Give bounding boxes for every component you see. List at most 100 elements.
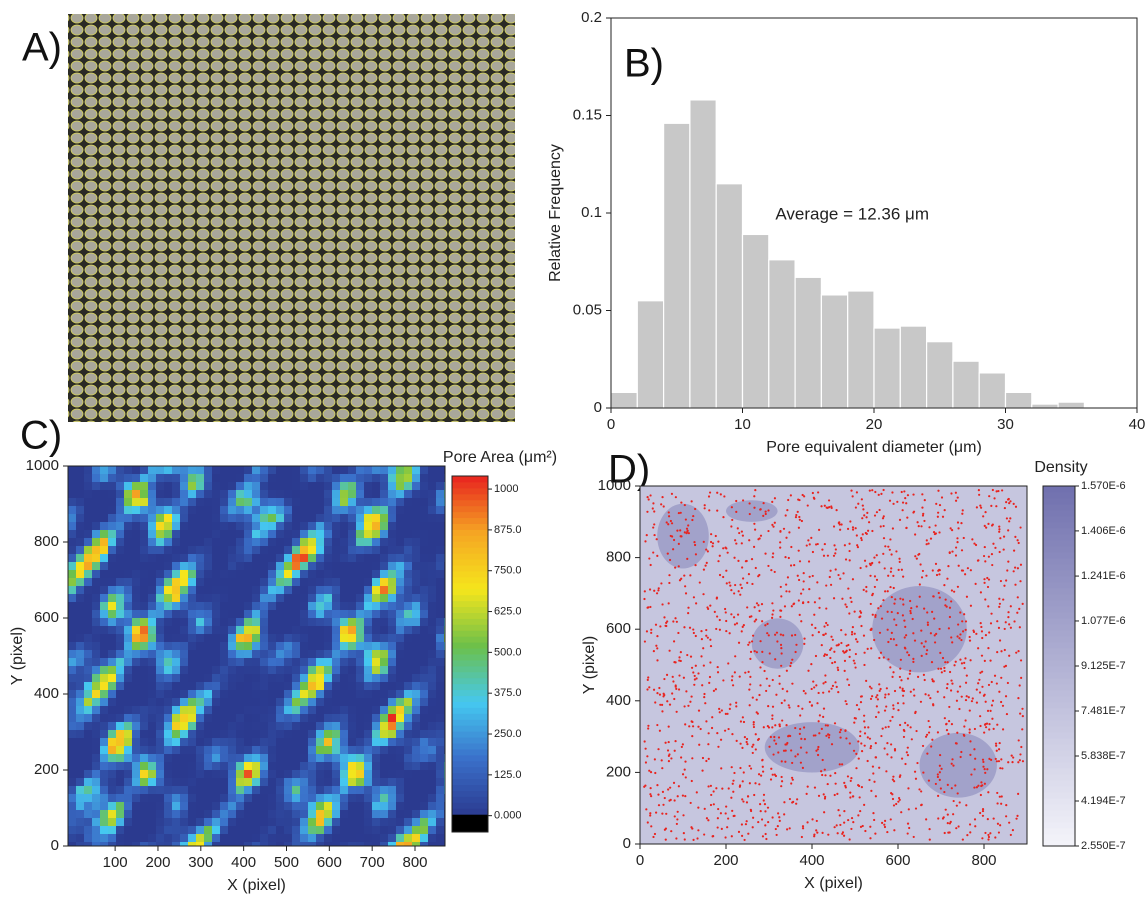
point	[1014, 584, 1016, 586]
point	[754, 529, 756, 531]
field-cell	[364, 522, 372, 530]
point	[783, 801, 785, 803]
field-cell	[372, 682, 380, 690]
field-cell	[396, 810, 404, 818]
point	[818, 631, 820, 633]
point	[996, 651, 998, 653]
point	[889, 666, 891, 668]
point	[899, 774, 901, 776]
point	[943, 584, 945, 586]
field-cell	[428, 770, 436, 778]
point	[963, 725, 965, 727]
point	[951, 723, 953, 725]
field-cell	[212, 578, 220, 586]
field-cell	[76, 586, 84, 594]
field-cell	[124, 738, 132, 746]
field-cell	[348, 626, 356, 634]
field-cell	[188, 682, 196, 690]
field-cell	[380, 682, 388, 690]
point	[749, 513, 751, 515]
point	[811, 624, 813, 626]
point	[903, 690, 905, 692]
point	[927, 542, 929, 544]
field-cell	[172, 466, 180, 474]
field-cell	[316, 714, 324, 722]
field-cell	[364, 562, 372, 570]
field-cell	[84, 714, 92, 722]
field-cell	[316, 570, 324, 578]
field-cell	[172, 658, 180, 666]
point	[847, 587, 849, 589]
point	[693, 684, 695, 686]
field-cell	[172, 762, 180, 770]
field-cell	[332, 826, 340, 834]
point	[768, 634, 770, 636]
point	[648, 498, 650, 500]
field-cell	[300, 738, 308, 746]
field-cell	[124, 506, 132, 514]
point	[873, 781, 875, 783]
point	[667, 788, 669, 790]
field-cell	[412, 474, 420, 482]
field-cell	[172, 498, 180, 506]
point	[990, 622, 992, 624]
field-cell	[292, 498, 300, 506]
field-cell	[364, 586, 372, 594]
field-cell	[340, 562, 348, 570]
point	[694, 508, 696, 510]
field-cell	[420, 802, 428, 810]
point	[653, 534, 655, 536]
point	[832, 685, 834, 687]
field-cell	[420, 482, 428, 490]
point	[663, 694, 665, 696]
field-cell	[396, 682, 404, 690]
field-cell	[332, 650, 340, 658]
field-cell	[252, 650, 260, 658]
field-cell	[260, 770, 268, 778]
field-cell	[140, 674, 148, 682]
point	[957, 623, 959, 625]
point	[691, 780, 693, 782]
colorbar-cell	[1043, 684, 1075, 691]
field-cell	[188, 602, 196, 610]
point	[750, 767, 752, 769]
point	[880, 525, 882, 527]
point	[668, 582, 670, 584]
point	[717, 826, 719, 828]
field-cell	[196, 546, 204, 554]
field-cell	[180, 602, 188, 610]
point	[749, 765, 751, 767]
point	[996, 750, 998, 752]
point	[860, 742, 862, 744]
point	[882, 599, 884, 601]
point	[878, 711, 880, 713]
field-cell	[412, 610, 420, 618]
point	[965, 804, 967, 806]
point	[669, 559, 671, 561]
field-cell	[68, 834, 76, 842]
field-cell	[132, 762, 140, 770]
field-cell	[284, 626, 292, 634]
point	[950, 679, 952, 681]
field-cell	[388, 634, 396, 642]
field-cell	[404, 650, 412, 658]
field-cell	[148, 762, 156, 770]
field-cell	[420, 738, 428, 746]
field-cell	[220, 634, 228, 642]
point	[785, 724, 787, 726]
point	[679, 529, 681, 531]
point	[724, 836, 726, 838]
field-cell	[100, 618, 108, 626]
field-cell	[252, 786, 260, 794]
point	[1001, 767, 1003, 769]
field-cell	[188, 578, 196, 586]
field-cell	[324, 754, 332, 762]
field-cell	[132, 554, 140, 562]
field-cell	[372, 466, 380, 474]
field-cell	[84, 746, 92, 754]
field-cell	[284, 730, 292, 738]
point	[926, 539, 928, 541]
field-cell	[236, 722, 244, 730]
field-cell	[260, 530, 268, 538]
field-cell	[172, 626, 180, 634]
